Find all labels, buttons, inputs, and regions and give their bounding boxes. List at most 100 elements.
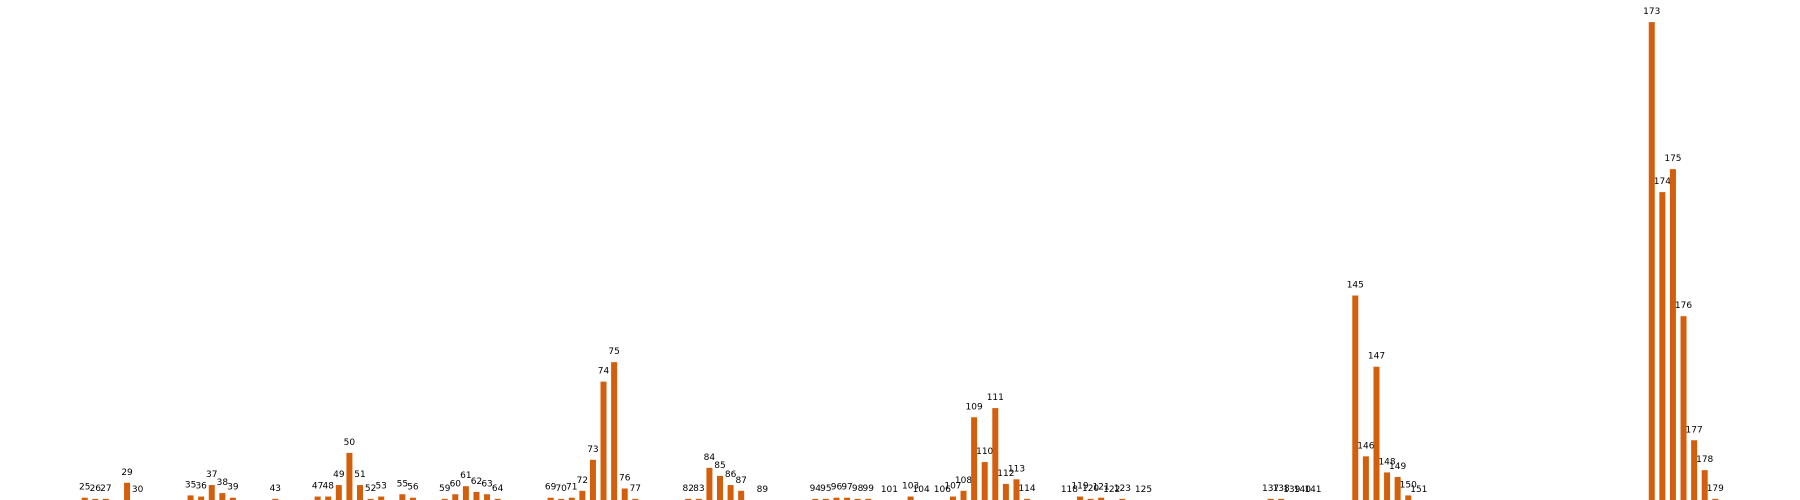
bar xyxy=(187,495,194,500)
bar-label: 120 xyxy=(1082,484,1099,494)
bar-label: 84 xyxy=(704,453,716,463)
bar xyxy=(1384,472,1391,500)
bar-label: 85 xyxy=(714,461,725,471)
bar xyxy=(1405,495,1412,500)
bar xyxy=(325,496,332,500)
bar-label: 118 xyxy=(1061,485,1078,495)
bar xyxy=(1002,483,1009,500)
bar-label: 43 xyxy=(270,484,281,494)
bar xyxy=(1691,440,1698,500)
bar xyxy=(981,462,988,500)
bar xyxy=(367,498,374,500)
bar-label: 48 xyxy=(323,482,335,492)
bar-label: 107 xyxy=(944,482,961,492)
bar-label: 98 xyxy=(852,484,864,494)
bar-label: 63 xyxy=(481,479,492,489)
bar-label: 174 xyxy=(1654,177,1671,187)
bar-label: 96 xyxy=(831,483,843,493)
bar-label: 72 xyxy=(577,476,588,486)
bar xyxy=(1024,498,1031,500)
bar xyxy=(81,497,88,500)
bar-label: 30 xyxy=(132,485,144,495)
bar xyxy=(632,498,639,500)
bar xyxy=(272,498,279,500)
bar-label: 110 xyxy=(976,447,993,457)
bar xyxy=(685,498,692,500)
bar-label: 111 xyxy=(987,393,1004,403)
bar-label: 175 xyxy=(1664,154,1681,164)
bar-label: 138 xyxy=(1273,484,1290,494)
bar-label: 123 xyxy=(1114,484,1131,494)
bar-label: 147 xyxy=(1368,352,1385,362)
bar-label: 51 xyxy=(354,470,365,480)
bar xyxy=(738,490,745,500)
bar-label: 37 xyxy=(206,470,217,480)
bar-label: 101 xyxy=(881,485,898,495)
bar xyxy=(695,498,702,500)
bar xyxy=(335,485,342,500)
bar xyxy=(611,362,618,500)
bar xyxy=(717,475,723,500)
bar-label: 109 xyxy=(966,402,983,412)
bar-label: 177 xyxy=(1686,425,1703,435)
bar xyxy=(346,452,353,500)
bar xyxy=(949,496,956,500)
bar-label: 149 xyxy=(1389,462,1406,472)
bar-label: 73 xyxy=(587,445,598,455)
bar xyxy=(1701,470,1708,500)
bar xyxy=(229,497,236,500)
bar-label: 61 xyxy=(460,471,471,481)
bar xyxy=(1013,479,1020,500)
bar xyxy=(1373,366,1380,500)
bar xyxy=(579,490,586,500)
bar xyxy=(822,498,829,500)
bar xyxy=(462,486,469,500)
bar-label: 75 xyxy=(608,347,619,357)
bar-label: 71 xyxy=(566,483,577,493)
bar-label: 25 xyxy=(79,483,90,493)
bar-label: 26 xyxy=(90,484,102,494)
bar xyxy=(1680,316,1687,500)
bar xyxy=(833,497,840,500)
bar-label: 55 xyxy=(397,479,408,489)
bar xyxy=(600,381,607,500)
bar xyxy=(568,497,575,500)
bar-label: 52 xyxy=(365,484,376,494)
bar xyxy=(971,417,978,500)
bar xyxy=(621,488,628,500)
bar-label: 121 xyxy=(1093,483,1110,493)
bar-label: 60 xyxy=(450,479,462,489)
bar-label: 139 xyxy=(1283,485,1300,495)
bar xyxy=(357,485,363,500)
bar xyxy=(854,498,861,500)
bar xyxy=(452,494,459,500)
bar-label: 64 xyxy=(492,484,504,494)
bar-label: 70 xyxy=(555,484,567,494)
bar-label: 145 xyxy=(1347,281,1364,291)
bar-label: 50 xyxy=(344,438,356,448)
bar-label: 77 xyxy=(630,484,641,494)
bar-label: 74 xyxy=(598,367,610,377)
bar xyxy=(1077,496,1083,500)
bar xyxy=(589,459,596,500)
bar-label: 140 xyxy=(1294,485,1311,495)
bar xyxy=(102,498,109,500)
bar-label: 94 xyxy=(810,484,822,494)
bar-label: 176 xyxy=(1675,301,1692,311)
bar-label: 83 xyxy=(693,484,704,494)
bar xyxy=(1362,456,1369,500)
bar-label: 59 xyxy=(439,484,451,494)
bar-label: 62 xyxy=(471,477,482,487)
bar xyxy=(547,497,554,500)
bar-label: 82 xyxy=(683,484,694,494)
bar-label: 122 xyxy=(1103,485,1120,495)
bar xyxy=(1648,22,1655,500)
bar xyxy=(1267,498,1274,500)
bar-label: 38 xyxy=(217,478,229,488)
bar xyxy=(558,498,565,500)
bar xyxy=(1119,498,1126,500)
bar xyxy=(812,498,819,500)
bar xyxy=(907,496,914,500)
bar-label: 69 xyxy=(545,483,557,493)
